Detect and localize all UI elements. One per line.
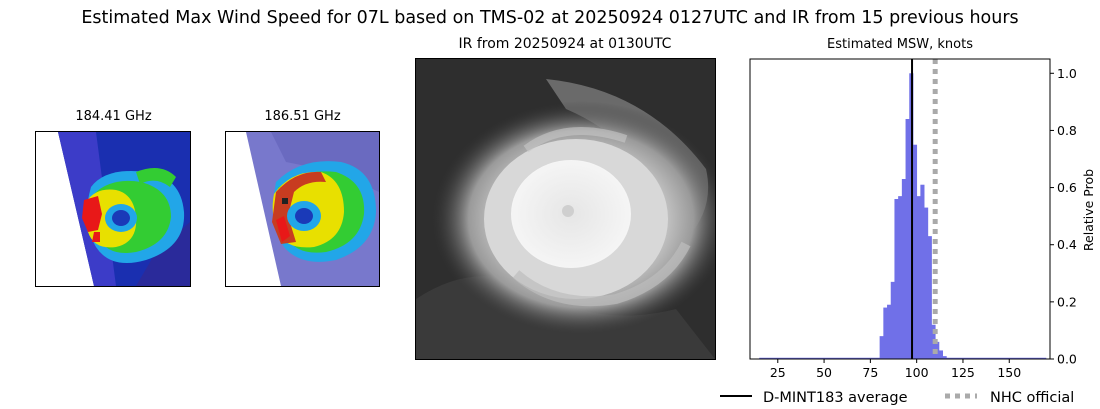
y-tick-label: 0.0 bbox=[1057, 352, 1077, 367]
histogram-bar bbox=[920, 184, 925, 359]
histogram-bar bbox=[927, 236, 932, 359]
chart-title: Estimated MSW, knots bbox=[827, 37, 973, 52]
histogram-bar bbox=[890, 281, 895, 359]
mw1-panel-title: 184.41 GHz bbox=[75, 109, 152, 124]
histogram-bar bbox=[898, 196, 903, 359]
figure-title: Estimated Max Wind Speed for 07L based o… bbox=[81, 8, 1019, 28]
ir-image-panel bbox=[415, 58, 716, 360]
y-tick-label: 0.4 bbox=[1057, 237, 1077, 252]
legend-nhc-label: NHC official bbox=[990, 390, 1074, 406]
ir-panel-title: IR from 20250924 at 0130UTC bbox=[458, 36, 672, 52]
histogram-bar bbox=[912, 144, 918, 359]
y-tick-label: 0.2 bbox=[1057, 294, 1077, 309]
histogram-bar bbox=[916, 196, 921, 359]
y-tick-label: 0.8 bbox=[1057, 123, 1077, 138]
histogram-bar bbox=[905, 119, 910, 359]
x-tick-label: 150 bbox=[997, 365, 1021, 380]
histogram-bar bbox=[883, 307, 888, 359]
legend: D-MINT183 average NHC official bbox=[720, 390, 1074, 406]
y-axis-label: Relative Prob bbox=[1081, 169, 1096, 251]
histogram-bar bbox=[924, 207, 929, 359]
ir-image bbox=[416, 59, 715, 359]
x-tick-label: 125 bbox=[951, 365, 975, 380]
mw2-image bbox=[246, 132, 379, 286]
mw2-image-panel bbox=[225, 131, 380, 287]
mw1-image-panel bbox=[35, 131, 191, 287]
x-tick-label: 25 bbox=[770, 365, 786, 380]
x-tick-label: 50 bbox=[816, 365, 832, 380]
histogram-bar bbox=[887, 304, 892, 359]
histogram-chart: 25 50 75 100 125 150 0.0 0.2 0.4 0.6 0.8 1.0 Relat… bbox=[749, 58, 1096, 380]
y-tick-label: 0.6 bbox=[1057, 180, 1077, 195]
histogram-bar bbox=[938, 350, 943, 359]
histogram-bar bbox=[942, 356, 947, 359]
mw1-image bbox=[58, 132, 190, 286]
histogram-bar bbox=[894, 199, 899, 359]
plot-frame bbox=[749, 58, 1051, 360]
legend-dmint-label: D-MINT183 average bbox=[763, 390, 908, 406]
histogram-bar bbox=[879, 336, 884, 359]
x-tick-label: 75 bbox=[862, 365, 878, 380]
mw2-panel-title: 186.51 GHz bbox=[264, 109, 341, 124]
histogram-bar bbox=[901, 179, 906, 359]
y-tick-label: 1.0 bbox=[1057, 66, 1077, 81]
x-tick-label: 100 bbox=[905, 365, 929, 380]
